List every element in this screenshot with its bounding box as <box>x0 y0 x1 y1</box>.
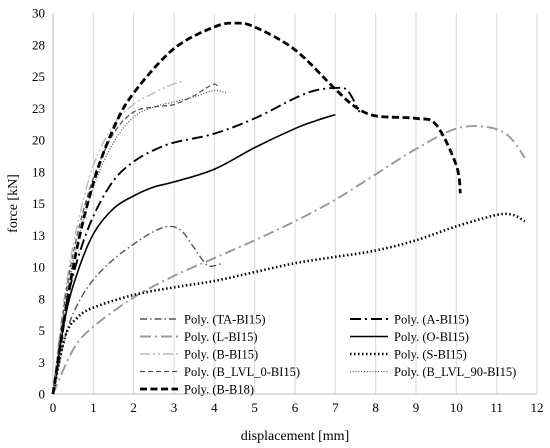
legend-label: Poly. (L-BI15) <box>184 330 258 344</box>
x-tick-label: 5 <box>251 400 258 415</box>
legend-item-poly-b-lvl-90-bi15: Poly. (B_LVL_90-BI15) <box>350 365 516 379</box>
y-tick-label: 0 <box>39 387 46 402</box>
y-axis-title: force [kN] <box>6 174 21 233</box>
y-tick-label: 3 <box>39 355 46 370</box>
series-line-poly-s-bi15 <box>51 212 526 395</box>
series-line-poly-ta-bi15 <box>52 225 223 395</box>
x-tick-label: 0 <box>50 400 57 415</box>
legend: Poly. (TA-BI15) Poly. (A-BI15) Poly. (L-BI… <box>140 312 516 396</box>
legend-item-poly-o-bi15: Poly. (O-BI15) <box>350 330 469 344</box>
series-line-poly-o-bi15 <box>52 113 336 395</box>
x-tick-label: 12 <box>531 400 544 415</box>
x-tick-label: 6 <box>292 400 299 415</box>
series-line-poly-b-b18 <box>51 21 462 395</box>
x-tick-label: 10 <box>450 400 463 415</box>
series-lines <box>51 21 526 395</box>
x-axis-title: displacement [mm] <box>241 429 349 444</box>
y-tick-label: 15 <box>32 196 45 211</box>
x-tick-label: 3 <box>171 400 178 415</box>
series-line-poly-a-bi15 <box>52 86 361 395</box>
x-tick-label: 2 <box>130 400 137 415</box>
x-tick-label: 4 <box>211 400 218 415</box>
y-tick-label: 23 <box>32 101 45 116</box>
y-tick-label: 25 <box>32 69 45 84</box>
x-tick-label: 11 <box>490 400 503 415</box>
legend-item-poly-l-bi15: Poly. (L-BI15) <box>140 330 258 344</box>
gridlines <box>92 13 538 394</box>
x-tick-label: 7 <box>332 400 339 415</box>
y-tick-label: 5 <box>39 323 46 338</box>
legend-label: Poly. (B_LVL_90-BI15) <box>394 365 516 379</box>
x-tick-label: 8 <box>372 400 379 415</box>
axes <box>52 13 537 395</box>
y-tick-label: 8 <box>39 291 46 306</box>
y-tick-label: 13 <box>32 228 45 243</box>
legend-item-poly-b-b18: Poly. (B-B18) <box>140 382 254 396</box>
series-line-poly-l-bi15 <box>52 125 526 395</box>
x-tick-label: 1 <box>90 400 97 415</box>
y-tick-label: 10 <box>32 260 45 275</box>
legend-item-poly-b-bi15: Poly. (B-BI15) <box>140 347 258 361</box>
legend-item-poly-ta-bi15: Poly. (TA-BI15) <box>140 312 266 326</box>
x-tick-label: 9 <box>413 400 420 415</box>
legend-label: Poly. (A-BI15) <box>394 312 469 326</box>
legend-item-poly-a-bi15: Poly. (A-BI15) <box>350 312 469 326</box>
series-line-poly-b-bi15 <box>52 80 183 395</box>
y-tick-label: 18 <box>32 164 45 179</box>
legend-label: Poly. (B-BI15) <box>184 347 258 361</box>
legend-item-poly-b-lvl-0-bi15: Poly. (B_LVL_0-BI15) <box>140 365 300 379</box>
legend-label: Poly. (O-BI15) <box>394 330 469 344</box>
legend-label: Poly. (S-BI15) <box>394 347 467 361</box>
legend-label: Poly. (TA-BI15) <box>184 312 266 326</box>
legend-label: Poly. (B_LVL_0-BI15) <box>184 365 300 379</box>
series-line-poly-b-lvl-0-bi15 <box>52 83 219 395</box>
y-tick-label: 20 <box>32 133 45 148</box>
legend-item-poly-s-bi15: Poly. (S-BI15) <box>350 347 467 361</box>
legend-label: Poly. (B-B18) <box>184 382 254 396</box>
y-tick-label: 28 <box>32 37 45 52</box>
y-tick-label: 30 <box>32 6 45 21</box>
